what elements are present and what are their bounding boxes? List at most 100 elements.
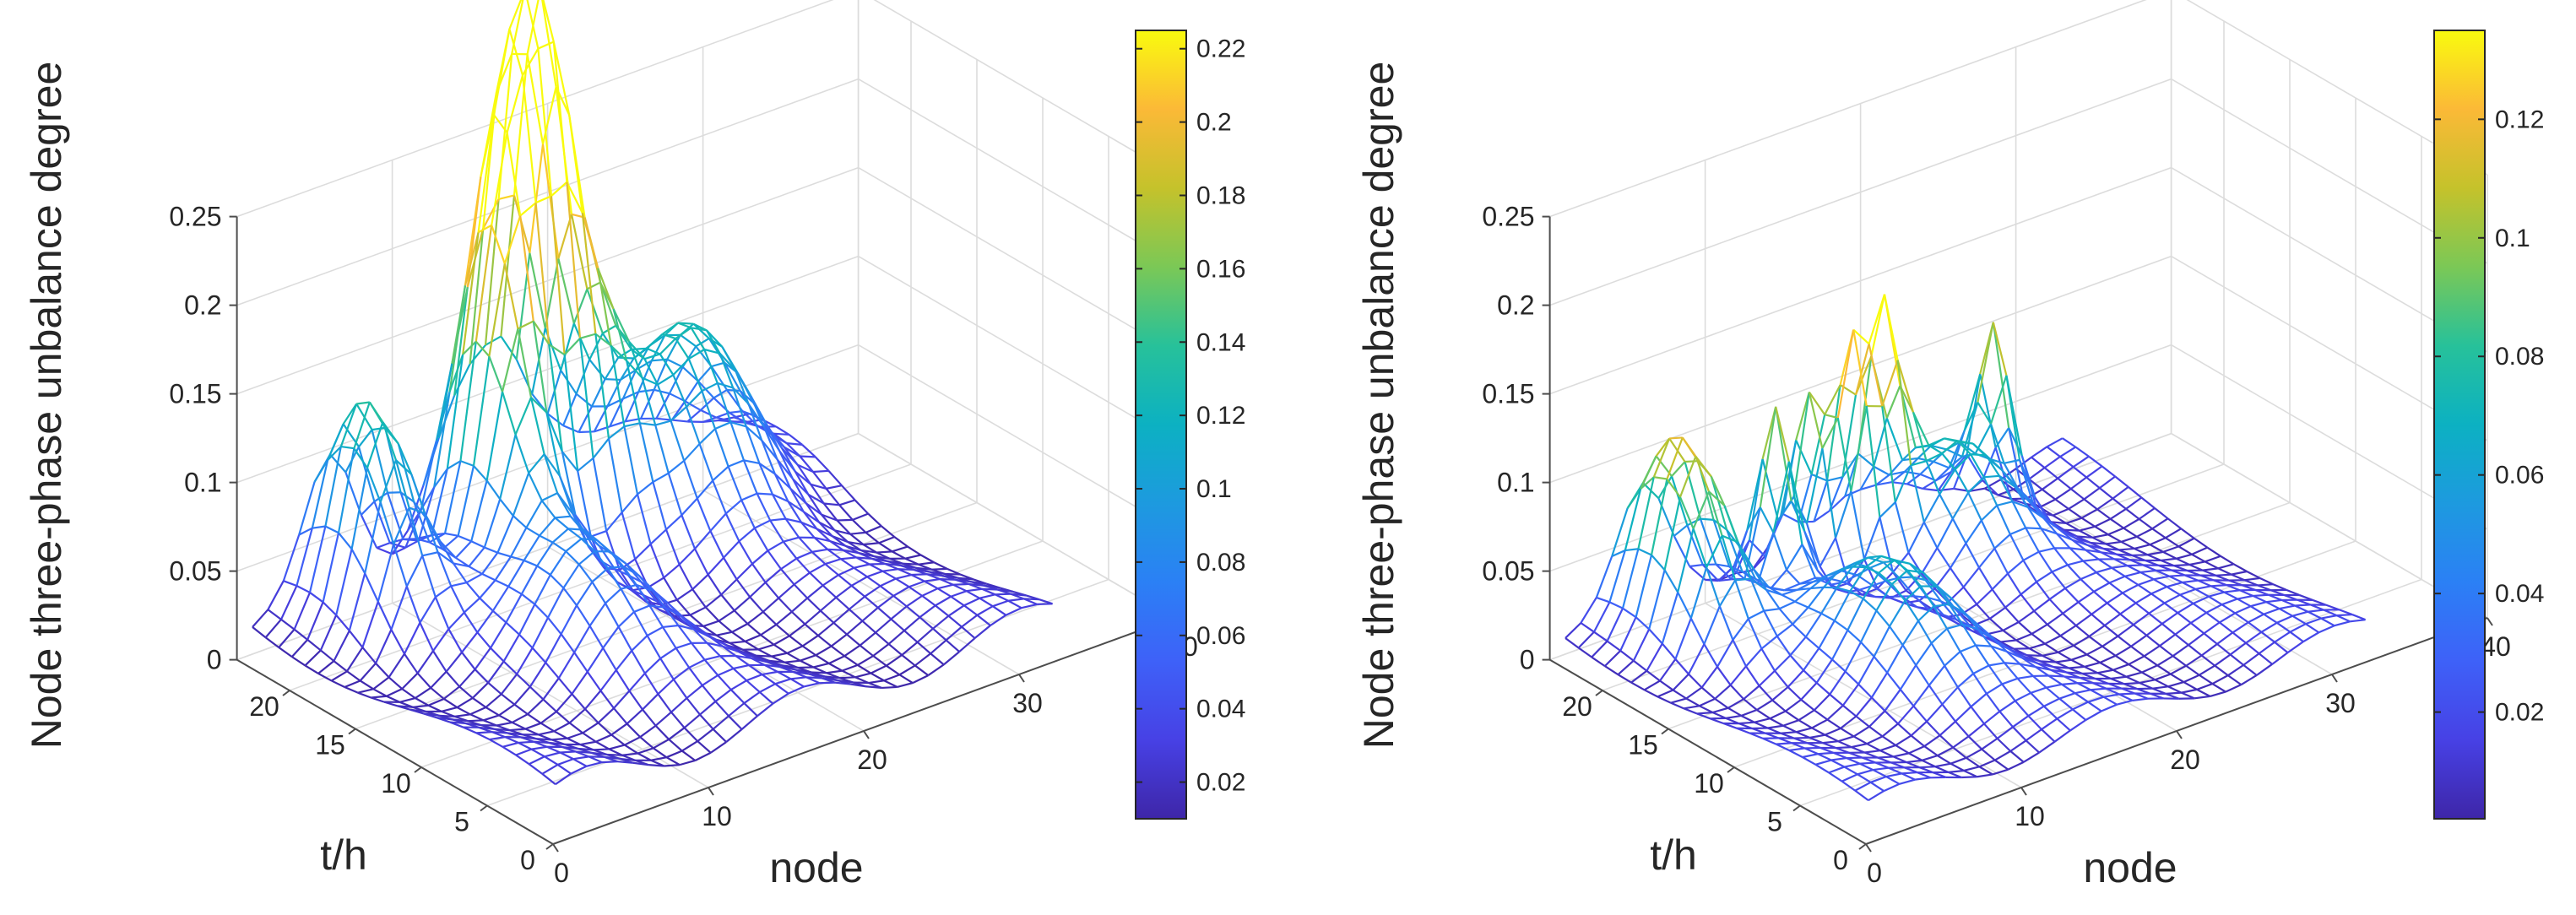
mesh-line [919,616,934,630]
mesh-line [1621,548,1640,609]
mesh-line [1955,619,1971,627]
mesh-line [512,54,529,196]
mesh-line [267,580,285,610]
mesh-line [1992,322,2010,429]
mesh-line [703,658,719,676]
floor-grid-line [355,501,978,730]
mesh-line [2208,591,2225,598]
mesh-line [812,471,827,490]
mesh-line [1826,718,1841,729]
mesh-line [393,507,410,545]
wall-grid-line [858,255,1175,441]
mesh-line [1948,604,1964,625]
mesh-line [776,458,794,480]
mesh-line [2172,655,2187,667]
mesh-line [935,604,950,617]
mesh-line [1836,746,1852,750]
mesh-line [945,625,963,642]
mesh-line [904,554,921,560]
mesh-line [435,585,452,598]
mesh-line [337,448,355,533]
mesh-line [433,391,451,488]
mesh-line [774,473,791,490]
mesh-line [1855,715,1870,728]
mesh-line [2294,604,2311,607]
mesh-line [697,728,714,742]
mesh-line [1873,766,1889,772]
mesh-line [1748,609,1765,620]
mesh-line [2132,697,2149,701]
mesh-line [1842,704,1857,717]
mesh-line [1802,753,1819,759]
mesh-line [450,585,465,614]
mesh-line [526,0,540,55]
mesh-line [799,455,814,473]
mesh-line [2196,688,2211,697]
mesh-line [2193,595,2210,604]
mesh-line [2122,583,2139,594]
mesh-line [2148,612,2163,625]
mesh-line [1972,673,1988,695]
mesh-line [1803,669,1818,684]
mesh-line [788,685,805,695]
mesh-line [801,635,819,647]
mesh-line [2015,691,2031,702]
mesh-line [1994,759,2009,771]
mesh-line [500,673,518,695]
left-xlabel: node [769,844,863,891]
mesh-line [810,484,825,505]
mesh-line [1952,735,1970,749]
mesh-line [390,629,405,655]
mesh-line [667,473,683,516]
mesh-line [2085,549,2101,554]
mesh-line [1819,537,1836,567]
mesh-line [298,527,313,536]
mesh-line [447,611,465,630]
mesh-line [2006,651,2021,665]
mesh-line [357,691,371,699]
z-tick-label: 0.15 [169,379,221,409]
mesh-line [696,498,712,532]
mesh-line [1910,465,1925,522]
mesh-line [1821,417,1839,449]
mesh-line [1996,726,2014,739]
mesh-line [1732,618,1749,641]
mesh-line [1844,642,1862,672]
mesh-line [2070,658,2085,668]
mesh-line [2245,631,2263,644]
mesh-line [688,667,703,686]
node-tick-mark [2176,730,2183,739]
mesh-line [734,370,750,404]
mesh-line [2053,729,2071,743]
mesh-line [992,599,1009,608]
mesh-line [1692,528,1708,568]
mesh-line [1809,575,1827,589]
mesh-line [678,624,695,631]
right-surface-mesh [1565,294,2367,802]
mesh-line [491,132,508,225]
mesh-line [1606,640,1621,652]
mesh-line [646,635,662,659]
hour-tick-mark [282,690,290,696]
mesh-line [2083,498,2098,511]
mesh-line [2004,458,2020,464]
mesh-line [2258,641,2275,655]
mesh-line [1939,468,1956,495]
mesh-line [454,540,473,559]
mesh-line [1821,448,1837,539]
mesh-line [507,585,523,595]
mesh-line [617,761,633,764]
mesh-line [914,664,930,676]
mesh-line [751,550,769,565]
mesh-line [724,512,740,542]
mesh-line [939,578,954,586]
mesh-line [1807,587,1825,609]
mesh-line [751,563,767,583]
mesh-line [681,740,698,752]
mesh-line [830,633,848,647]
mesh-line [1901,644,1917,666]
mesh-line [670,697,688,713]
mesh-line [2162,550,2177,560]
mesh-line [1933,603,1950,608]
mesh-line [605,530,621,571]
